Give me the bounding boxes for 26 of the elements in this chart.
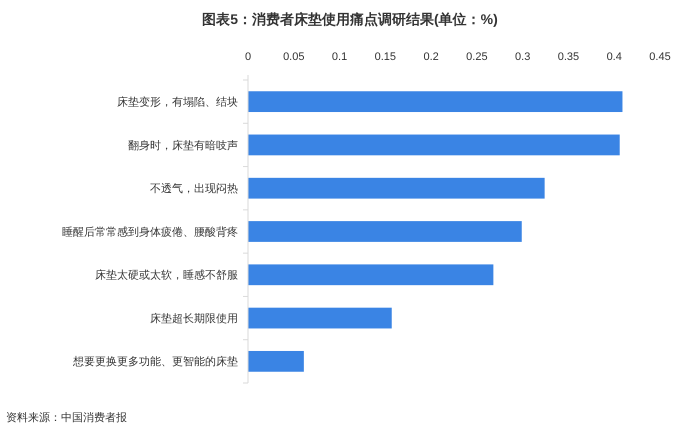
y-tick-label: 翻身时，床垫有暗吱声	[128, 138, 238, 152]
bar	[248, 178, 545, 199]
x-tick-label: 0.35	[558, 51, 580, 63]
x-tick-label: 0.1	[332, 51, 348, 63]
x-tick-label: 0.05	[283, 51, 304, 63]
bar	[248, 221, 522, 242]
bar	[248, 134, 620, 156]
x-tick-label: 0.4	[606, 51, 622, 63]
bar	[248, 91, 622, 112]
chart-title: 图表5：消费者床垫使用痛点调研结果(单位：%)	[202, 11, 498, 27]
x-tick-label: 0.3	[515, 51, 530, 63]
x-tick-label: 0.45	[649, 51, 671, 63]
bar	[248, 308, 392, 328]
y-tick-label: 床垫太硬或太软，睡感不舒服	[95, 268, 238, 282]
x-tick-label: 0.2	[423, 51, 439, 63]
y-tick-label: 不透气，出现闷热	[150, 182, 238, 196]
y-tick-label: 想要更换更多功能、更智能的床垫	[72, 355, 238, 368]
text: 资料来源：中国消费者报	[6, 411, 127, 424]
x-tick-label: 0.25	[466, 51, 488, 63]
y-tick-label: 床垫变形，有塌陷、结块	[117, 95, 238, 108]
y-tick-label: 睡醒后常常感到身体疲倦、腰酸背疼	[62, 225, 238, 238]
bar	[248, 264, 494, 286]
x-tick-label: 0.15	[374, 51, 396, 63]
x-tick-label: 0	[244, 51, 252, 63]
y-tick-label: 床垫超长期限使用	[150, 312, 238, 325]
bar	[248, 350, 304, 372]
